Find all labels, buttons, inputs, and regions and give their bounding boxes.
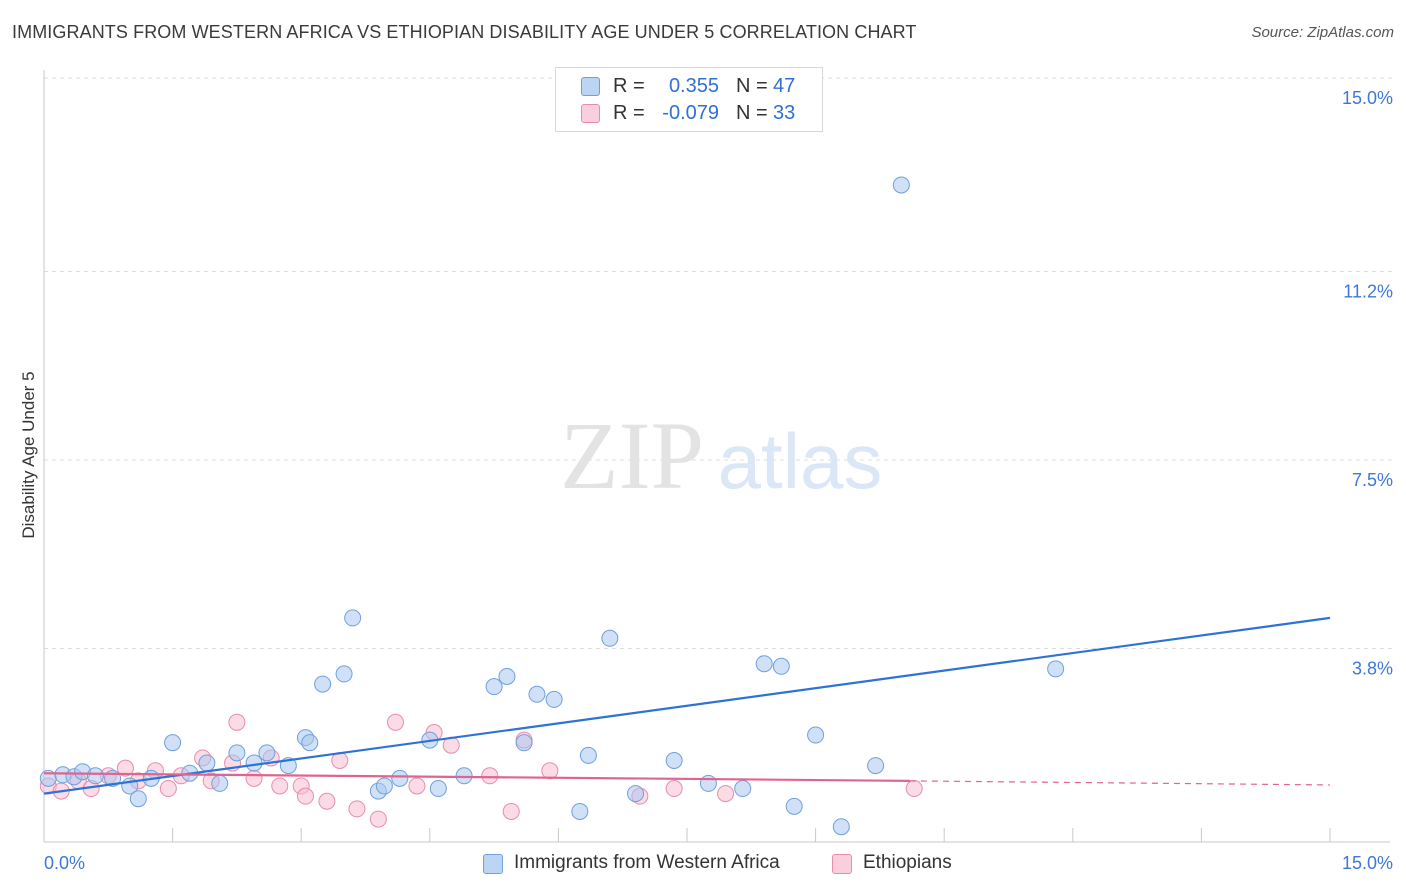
n-value: 33 <box>773 102 796 124</box>
western-africa-point-44 <box>832 818 850 836</box>
ethiopians-points <box>39 713 923 828</box>
ethiopians-point-5 <box>116 759 134 777</box>
western-africa-point-46 <box>892 176 910 194</box>
western-africa-point-37 <box>665 752 683 770</box>
western-africa-point-35 <box>601 629 619 647</box>
y-tick-label-3: 15.0% <box>1342 88 1393 108</box>
western-africa-point-31 <box>528 685 546 703</box>
western-africa-point-12 <box>211 774 229 792</box>
western-africa-point-11 <box>198 754 216 772</box>
western-africa-point-36 <box>627 785 645 803</box>
n-value: 47 <box>773 75 796 97</box>
western-africa-point-13 <box>228 744 246 762</box>
x-tick-labels: 0.0% 15.0% <box>44 853 1393 873</box>
ethiopians-point-18 <box>296 787 314 805</box>
ethiopians-point-14 <box>245 769 263 787</box>
pink-swatch <box>581 104 600 123</box>
ethiopians-point-32 <box>665 780 683 798</box>
western-africa-point-7 <box>129 790 147 808</box>
legend-row-ethiopians: R = -0.079 N = 33 <box>556 100 822 128</box>
western-africa-point-4 <box>86 767 104 785</box>
watermark: ZIP atlas <box>560 402 882 509</box>
n-label: N = <box>736 75 768 97</box>
legend-row-western-africa: R = 0.355 N = 47 <box>556 73 822 101</box>
western-africa-point-19 <box>314 675 332 693</box>
western-africa-point-18 <box>301 734 319 752</box>
chart-title: IMMIGRANTS FROM WESTERN AFRICA VS ETHIOP… <box>12 22 917 42</box>
ethiopians-point-21 <box>348 800 366 818</box>
chart-source: Source: ZipAtlas.com <box>1251 24 1394 41</box>
y-tick-label-1: 7.5% <box>1352 470 1393 490</box>
watermark-zip: ZIP <box>560 402 704 509</box>
western-africa-point-45 <box>867 757 885 775</box>
western-africa-point-47 <box>1047 660 1065 678</box>
western-africa-point-30 <box>515 734 533 752</box>
watermark-atlas: atlas <box>718 417 883 505</box>
x-tick-label-0: 0.0% <box>44 853 85 873</box>
western-africa-point-20 <box>335 665 353 683</box>
western-africa-point-32 <box>545 690 563 708</box>
ethiopians-point-24 <box>408 777 426 795</box>
western-africa-trend-line <box>43 616 1331 795</box>
ethiopians-point-13 <box>228 713 246 731</box>
ethiopians-point-30 <box>541 762 559 780</box>
n-label: N = <box>736 102 768 124</box>
legend-label: Ethiopians <box>863 852 952 873</box>
western-africa-point-33 <box>571 802 589 820</box>
ethiopians-point-22 <box>369 810 387 828</box>
western-africa-point-21 <box>344 609 362 627</box>
ethiopians-point-33 <box>717 785 735 803</box>
western-africa-point-26 <box>429 780 447 798</box>
ethiopians-point-34 <box>905 780 923 798</box>
western-africa-point-34 <box>579 746 597 764</box>
legend-label: Immigrants from Western Africa <box>514 852 780 873</box>
ethiopians-point-16 <box>271 777 289 795</box>
western-africa-point-15 <box>258 744 276 762</box>
western-africa-point-23 <box>375 777 393 795</box>
western-africa-point-43 <box>807 726 825 744</box>
western-africa-point-24 <box>391 769 409 787</box>
ethiopians-point-28 <box>502 802 520 820</box>
x-tick-label-1: 15.0% <box>1342 853 1393 873</box>
x-ticks <box>43 828 1331 842</box>
western-africa-point-27 <box>455 767 473 785</box>
correlation-legend: R = 0.355 N = 47 R = -0.079 N = 33 <box>555 67 823 132</box>
blue-swatch <box>581 77 600 96</box>
r-label: R = <box>613 75 645 97</box>
western-africa-point-41 <box>772 657 790 675</box>
y-axis-label: Disability Age Under 5 <box>19 371 38 538</box>
western-africa-point-40 <box>755 655 773 673</box>
western-africa-point-38 <box>699 774 717 792</box>
western-africa-point-9 <box>164 734 182 752</box>
ethiopians-point-27 <box>481 767 499 785</box>
ethiopians-point-8 <box>159 780 177 798</box>
ethiopians-point-23 <box>387 713 405 731</box>
pink-swatch <box>832 854 852 874</box>
y-tick-label-2: 11.2% <box>1343 282 1393 302</box>
r-label: R = <box>613 102 645 124</box>
r-value: -0.079 <box>662 102 719 124</box>
y-tick-labels: 3.8% 7.5% 11.2% 15.0% <box>1342 88 1393 678</box>
gridlines <box>44 77 1394 649</box>
ethiopians-trend-extension <box>909 780 1331 786</box>
ethiopians-trend-line <box>43 772 910 782</box>
ethiopians-point-19 <box>318 792 336 810</box>
trend-lines <box>43 616 1331 795</box>
blue-swatch <box>483 854 503 874</box>
western-africa-point-28 <box>485 678 503 696</box>
y-tick-label-0: 3.8% <box>1352 658 1393 678</box>
western-africa-point-42 <box>785 797 803 815</box>
western-africa-point-29 <box>498 667 516 685</box>
r-value: 0.355 <box>668 75 719 97</box>
western-africa-points <box>39 176 1065 836</box>
western-africa-point-39 <box>734 780 752 798</box>
